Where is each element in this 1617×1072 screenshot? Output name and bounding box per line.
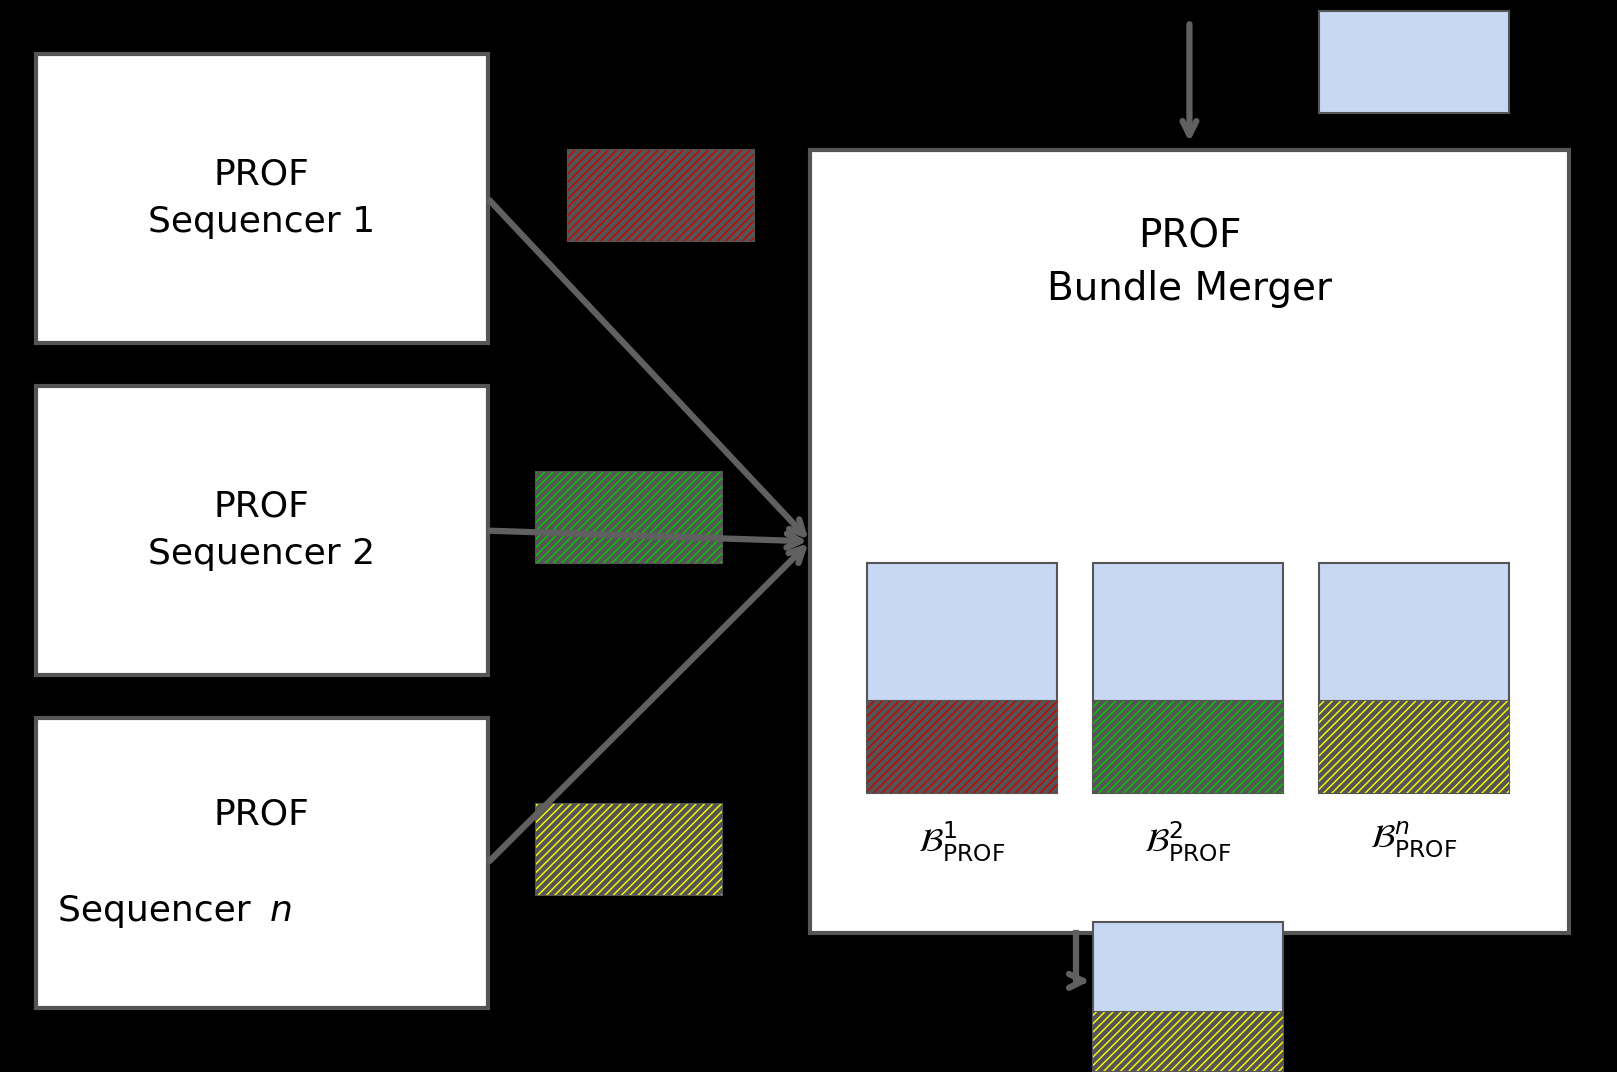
Text: $\mathcal{B}^{n}_{\rm PROF}$: $\mathcal{B}^{n}_{\rm PROF}$: [1370, 820, 1457, 860]
Bar: [867, 701, 1058, 793]
Bar: [1093, 701, 1282, 793]
Bar: [1318, 701, 1509, 793]
Bar: [535, 804, 721, 895]
Bar: [36, 718, 488, 1008]
Bar: [867, 701, 1058, 793]
Text: n: n: [270, 894, 293, 928]
Bar: [36, 386, 488, 675]
Bar: [1318, 701, 1509, 793]
Bar: [568, 150, 754, 241]
Text: PROF
Bundle Merger: PROF Bundle Merger: [1046, 218, 1332, 308]
Bar: [810, 150, 1568, 933]
Bar: [535, 472, 721, 563]
Bar: [1093, 563, 1282, 701]
Bar: [1093, 1012, 1282, 1071]
Bar: [1093, 922, 1282, 1013]
Bar: [1318, 563, 1509, 701]
Bar: [867, 563, 1058, 701]
Text: $\mathcal{B}^{1}_{\rm PROF}$: $\mathcal{B}^{1}_{\rm PROF}$: [918, 820, 1006, 864]
Bar: [568, 150, 754, 241]
Text: PROF
Sequencer 2: PROF Sequencer 2: [149, 490, 375, 571]
Bar: [36, 54, 488, 343]
Text: PROF: PROF: [213, 798, 310, 832]
Bar: [535, 472, 721, 563]
Bar: [1093, 1012, 1282, 1071]
Bar: [1093, 701, 1282, 793]
Text: Sequencer: Sequencer: [58, 894, 262, 928]
Bar: [1318, 11, 1509, 113]
Bar: [535, 804, 721, 895]
Text: $\mathcal{B}^{2}_{\rm PROF}$: $\mathcal{B}^{2}_{\rm PROF}$: [1145, 820, 1232, 864]
Text: PROF
Sequencer 1: PROF Sequencer 1: [149, 158, 375, 239]
